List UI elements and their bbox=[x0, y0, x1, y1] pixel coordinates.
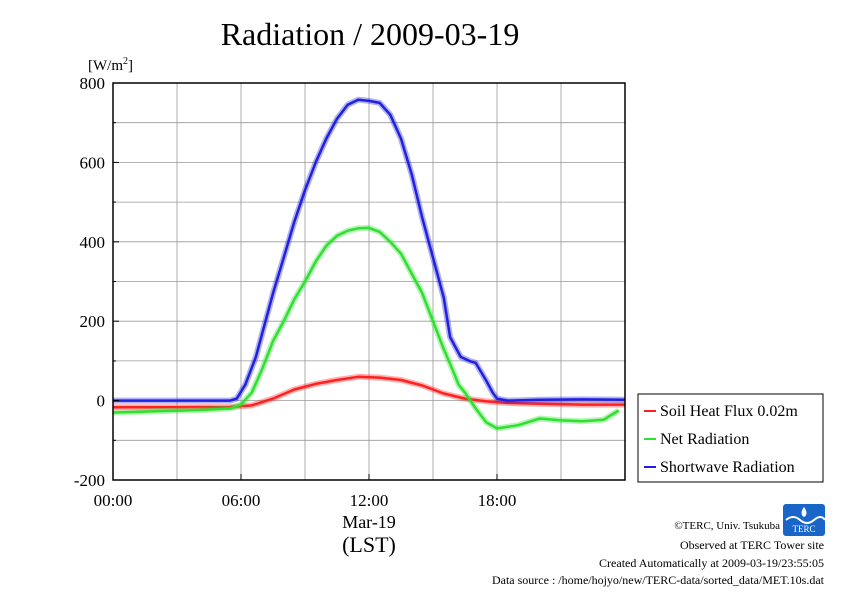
y-tick-label: 400 bbox=[80, 233, 106, 252]
legend-label: Soil Heat Flux 0.02m bbox=[660, 403, 798, 420]
series-line bbox=[112, 226, 620, 430]
y-tick-label: 600 bbox=[80, 153, 106, 172]
terc-logo: TERC bbox=[783, 504, 826, 536]
y-tick-label: 800 bbox=[80, 74, 106, 93]
x-tick-label: 12:00 bbox=[350, 491, 389, 510]
observed-text: Observed at TERC Tower site bbox=[679, 538, 824, 552]
y-tick-label: -200 bbox=[74, 471, 105, 490]
x-tick-label: 00:00 bbox=[94, 491, 133, 510]
chart-title: Radiation / 2009-03-19 bbox=[221, 16, 520, 52]
y-tick-label: 200 bbox=[80, 312, 106, 331]
legend-label: Net Radiation bbox=[660, 431, 749, 448]
y-tick-label: 0 bbox=[97, 392, 106, 411]
series-line bbox=[113, 375, 625, 409]
created-text: Created Automatically at 2009-03-19/23:5… bbox=[599, 556, 824, 570]
data-source-text: Data source : /home/hojyo/new/TERC-data/… bbox=[491, 573, 824, 587]
wave-icon bbox=[785, 516, 826, 524]
y-unit-label: [W/m2] bbox=[88, 56, 133, 74]
legend: Soil Heat Flux 0.02m Net Radiation Shortwa… bbox=[637, 393, 824, 483]
legend-box bbox=[637, 393, 824, 483]
drop-icon bbox=[801, 507, 807, 517]
x-axis-label: (LST) bbox=[342, 532, 396, 557]
x-date-label: Mar-19 bbox=[342, 512, 396, 532]
grid bbox=[113, 83, 625, 480]
x-axis: 00:00 06:00 12:00 18:00 bbox=[94, 474, 517, 510]
copyright-text: ©TERC, Univ. Tsukuba bbox=[674, 520, 780, 532]
x-tick-label: 06:00 bbox=[222, 491, 261, 510]
x-tick-label: 18:00 bbox=[478, 491, 517, 510]
y-axis: -200 0 200 400 600 800 bbox=[74, 74, 119, 490]
plot-series bbox=[112, 96, 626, 432]
legend-label: Shortwave Radiation bbox=[660, 459, 795, 476]
logo-badge bbox=[783, 504, 825, 536]
series-line bbox=[113, 98, 626, 402]
logo-text: TERC bbox=[792, 524, 815, 534]
